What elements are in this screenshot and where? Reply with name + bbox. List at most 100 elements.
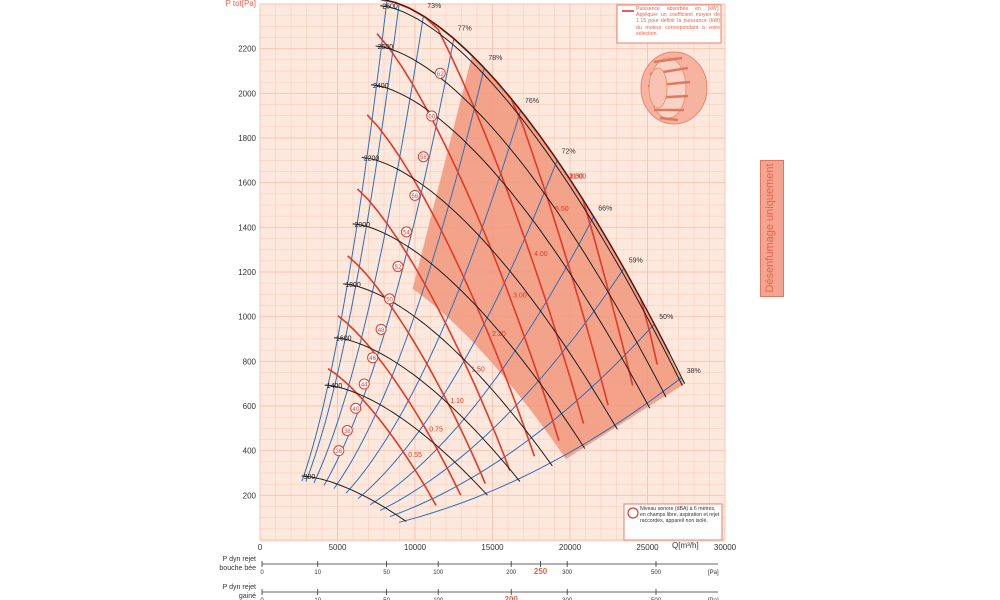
speed-curves (301, 0, 686, 522)
sound-legend: Niveau sonore (dBA) à 6 mètres, en champ… (623, 503, 723, 541)
power-label: 9.00 (569, 173, 583, 180)
curve-labels: 60%66%73%77%78%76%72%66%59%50%38%tr/min … (304, 3, 701, 481)
y-tick-label: 1400 (238, 223, 256, 232)
y-tick-label: 1000 (238, 313, 256, 322)
speed-curve (380, 5, 683, 386)
x-tick-label: 20000 (559, 543, 582, 552)
y-tick-label: 1600 (238, 179, 256, 188)
speed-label: 2500 (378, 44, 394, 51)
efficiency-curve (369, 216, 595, 506)
efficiency-label: 66% (598, 205, 612, 212)
sound-level-label: 48 (378, 328, 385, 334)
efficiency-curve (389, 323, 655, 517)
scale-tick-label: 250 (534, 567, 548, 576)
speed-label: 2600 (382, 4, 398, 11)
power-curve (380, 0, 585, 424)
fan-wheel-icon (640, 51, 708, 125)
efficiency-curve (333, 67, 485, 489)
efficiency-curve (345, 110, 522, 494)
sound-level-marker (375, 323, 387, 335)
power-curve (376, 33, 560, 441)
scale-tick-label: 10 (314, 570, 321, 576)
scale-label-line2: gainé (239, 593, 256, 600)
scale-label-line1: P dyn rejet (223, 556, 256, 563)
speed-curve (380, 0, 686, 384)
power-curve (337, 315, 462, 496)
efficiency-curve (313, 16, 424, 484)
sound-level-marker (367, 352, 379, 364)
x-tick-label: 5000 (329, 543, 347, 552)
efficiency-curve (301, 0, 388, 482)
power-label: 1.10 (450, 398, 464, 405)
sound-level-marker (434, 67, 446, 79)
power-label: 2.20 (492, 331, 506, 338)
efficiency-curve (379, 268, 625, 511)
power-label: 3.00 (513, 293, 527, 300)
sound-level-label: 36 (336, 449, 343, 455)
shade-zone (412, 55, 685, 459)
power-curve (356, 188, 511, 471)
x-tick-label: 30000 (714, 543, 737, 552)
efficiency-curve (305, 3, 400, 482)
x-tick-label: 25000 (636, 543, 659, 552)
sound-level-label: 60 (428, 115, 435, 121)
x-tick-label: 15000 (481, 543, 504, 552)
scale-tick-label: 500 (651, 598, 662, 600)
scale-unit: [Pa] (708, 598, 719, 600)
scale-tick-label: 300 (562, 598, 573, 600)
scale-tick-label: 50 (383, 598, 390, 600)
power-curve (347, 255, 486, 484)
y-tick-label: 200 (243, 491, 257, 500)
scale-label-line1: P dyn rejet (223, 584, 256, 591)
power-label: 7.50 (569, 173, 583, 180)
y-tick-label: 400 (243, 447, 257, 456)
sound-level-label: 56 (412, 194, 419, 200)
scale-tick-label: 200 (505, 595, 519, 600)
power-label: 4.00 (534, 251, 548, 258)
scale-tick-label: 300 (562, 570, 573, 576)
y-tick-label: 600 (243, 402, 257, 411)
speed-label: 2200 (364, 155, 380, 162)
power-label: 5.50 (555, 206, 569, 213)
speed-curve (361, 157, 618, 430)
efficiency-curve (357, 160, 558, 499)
sound-level-marker (426, 110, 438, 122)
sound-level-label: 44 (361, 383, 368, 389)
axis-ticks: 0 5000 10000 15000 20000 25000 30000 200 400 600 8… (238, 45, 736, 552)
sound-level-label: 62 (437, 72, 444, 78)
efficiency-curve (398, 377, 683, 523)
speed-curve (375, 45, 667, 398)
sound-level-marker (341, 425, 353, 437)
speed-label: 1600 (336, 336, 352, 343)
power-label: 0.75 (429, 427, 443, 434)
power-curve (366, 114, 536, 457)
sound-legend-text: Niveau sonore (dBA) à 6 mètres, en champ… (640, 506, 720, 525)
y-tick-label: 2200 (238, 45, 256, 54)
scale-tick-label: 10 (314, 598, 321, 600)
speed-curve (324, 384, 488, 496)
sound-level-label: 54 (403, 230, 410, 236)
sound-level-marker (350, 402, 362, 414)
scale-unit: [Pa] (708, 570, 719, 576)
sound-level-marker (409, 189, 421, 201)
scale-tick-label: 100 (433, 570, 444, 576)
y-axis-title: P tot[Pa] (225, 0, 256, 8)
speed-label: 900 (304, 474, 316, 481)
scale-tick-label: 500 (651, 570, 662, 576)
speed-curve (333, 337, 521, 482)
efficiency-label: 59% (629, 258, 643, 265)
speed-label: 1800 (345, 282, 361, 289)
x-tick-label: 10000 (404, 543, 427, 552)
efficiency-label: 76% (525, 98, 539, 105)
scale-tick-label: 100 (433, 598, 444, 600)
sound-level-marker (384, 293, 396, 305)
sound-level-label: 38 (344, 429, 351, 435)
scale-label-line2: bouche bée (219, 565, 256, 572)
sound-level-marker (358, 378, 370, 390)
power-curve (327, 368, 437, 506)
sound-level-label: 58 (420, 155, 427, 161)
sound-level-label: 40 (352, 407, 359, 413)
speed-curve (370, 84, 651, 409)
efficiency-label: 73% (427, 3, 441, 10)
